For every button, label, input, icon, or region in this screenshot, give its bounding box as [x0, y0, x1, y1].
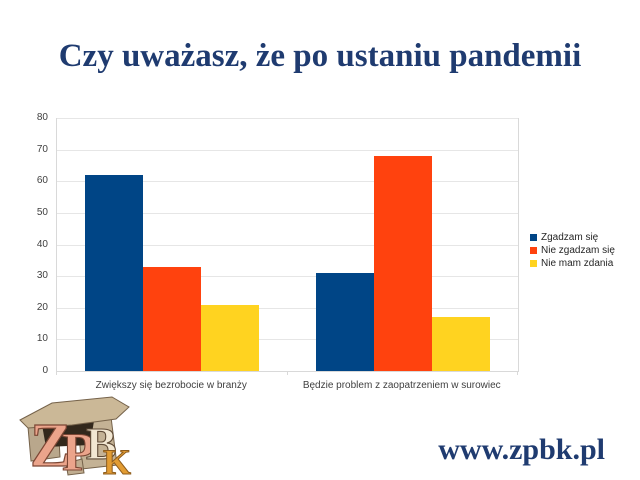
logo-capstone [19, 396, 130, 429]
website-url: www.zpbk.pl [438, 433, 605, 466]
y-axis-label: 20 [36, 301, 48, 313]
legend-item: Nie zgadzam się [530, 244, 615, 257]
x-axis-label: Zwiększy się bezrobocie w branży [95, 380, 247, 391]
gridline [57, 244, 518, 246]
zpbk-logo: Z P B K [19, 396, 132, 479]
gridline [57, 276, 518, 278]
legend-item: Nie mam zdania [530, 257, 615, 270]
logo-letter-p: P [62, 422, 95, 479]
bar [315, 272, 374, 371]
y-axis-label: 10 [36, 333, 48, 345]
legend-label: Nie zgadzam się [541, 245, 615, 256]
gridline [57, 307, 518, 309]
bar [201, 304, 260, 371]
y-axis-label: 0 [42, 365, 48, 376]
logo-stone-cavity [42, 421, 94, 447]
y-axis-label: 30 [36, 270, 48, 282]
x-axis-tick [56, 371, 57, 375]
legend-swatch [530, 247, 537, 254]
gridline [57, 212, 518, 214]
gridline [57, 149, 518, 151]
y-axis-label: 70 [36, 143, 48, 155]
legend-swatch [530, 234, 537, 241]
slide-title: Czy uważasz, że po ustaniu pandemii [58, 38, 582, 74]
bar [373, 155, 432, 371]
bar [85, 174, 144, 371]
legend-label: Nie mam zdania [541, 258, 614, 269]
logo-stone-base [65, 458, 85, 476]
plot-area [56, 118, 519, 372]
legend-label: Zgadzam się [541, 232, 599, 243]
legend-item: Zgadzam się [530, 231, 615, 244]
bar-chart: 0 10 20 30 40 50 60 70 80 Zwiększy się bezroboci… [0, 108, 640, 400]
bar [143, 266, 202, 371]
y-axis-label: 40 [36, 238, 48, 250]
logo-letter-z: Z [30, 412, 71, 479]
y-axis-label: 60 [36, 175, 48, 187]
x-axis-label: Będzie problem z zaopatrzeniem w surowie… [302, 380, 501, 391]
gridline [57, 181, 518, 183]
y-axis-label: 50 [36, 206, 48, 218]
logo-letter-b: B [86, 418, 117, 469]
x-axis-tick [517, 371, 518, 375]
bar [431, 317, 490, 371]
logo-letter-k: K [103, 442, 131, 479]
legend-swatch [530, 260, 537, 267]
gridline [57, 339, 518, 341]
x-axis-tick [286, 371, 288, 375]
y-axis-label: 80 [36, 112, 48, 123]
chart-legend: Zgadzam się Nie zgadzam się Nie mam zdania [530, 231, 615, 270]
gridline [57, 118, 518, 119]
